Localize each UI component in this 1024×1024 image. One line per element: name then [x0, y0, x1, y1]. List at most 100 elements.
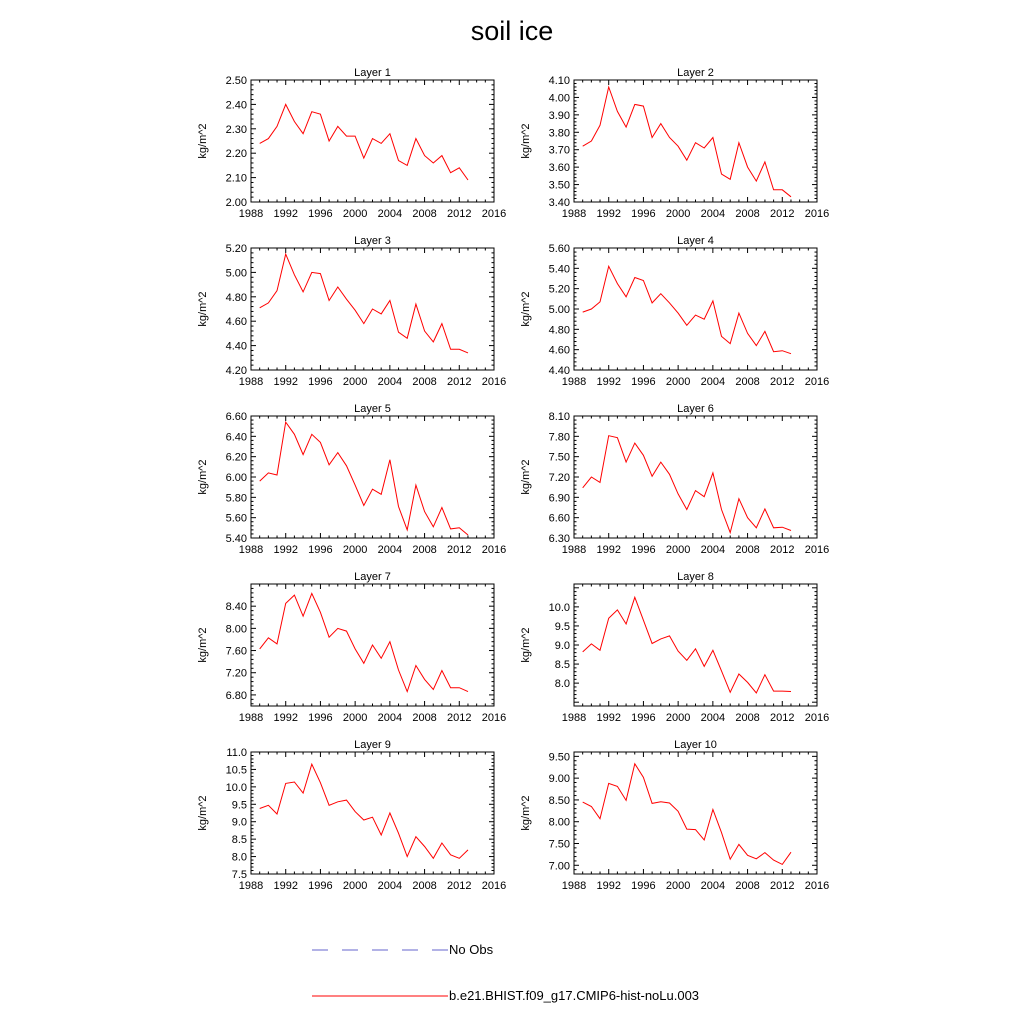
x-tick-label: 1996: [631, 544, 655, 556]
x-tick-label: 1988: [562, 208, 586, 220]
x-tick-label: 2000: [666, 712, 690, 724]
x-tick-label: 1988: [239, 712, 263, 724]
y-tick-label: 6.90: [549, 492, 570, 504]
series-line: [582, 264, 792, 355]
panel-title: Layer 3: [354, 235, 391, 247]
series-line: [259, 592, 469, 694]
y-tick-label: 2.50: [226, 75, 247, 87]
y-tick-label: 9.00: [549, 773, 570, 785]
y-tick-label: 9.5: [232, 799, 247, 811]
y-tick-label: 3.70: [549, 145, 570, 157]
panel-10: Layer 10 kg/m^2 1988 1992 1996 2000 2004 2008 20…: [520, 739, 829, 892]
y-tick-label: 5.60: [226, 513, 247, 525]
x-tick-label: 2008: [412, 880, 436, 892]
y-axis-label: kg/m^2: [520, 627, 532, 662]
y-tick-label: 4.80: [226, 292, 247, 304]
x-tick-label: 2004: [378, 376, 402, 388]
y-tick-label: 7.20: [226, 668, 247, 680]
y-tick-label: 6.80: [226, 690, 247, 702]
plot-frame: [250, 79, 495, 203]
y-tick-label: 5.40: [549, 263, 570, 275]
y-tick-label: 8.40: [226, 601, 247, 613]
x-tick-label: 1992: [596, 208, 620, 220]
y-tick-label: 9.5: [555, 621, 570, 633]
x-tick-label: 2000: [343, 880, 367, 892]
y-tick-label: 3.40: [549, 197, 570, 209]
x-tick-label: 1996: [631, 208, 655, 220]
x-tick-label: 1996: [308, 544, 332, 556]
x-tick-label: 2004: [378, 880, 402, 892]
panel-4: Layer 4 kg/m^2 1988 1992 1996 2000 2004 2008 201…: [520, 235, 829, 388]
x-tick-label: 2016: [482, 208, 506, 220]
y-tick-label: 3.80: [549, 127, 570, 139]
series-line: [582, 762, 792, 866]
x-tick-label: 2008: [735, 376, 759, 388]
x-tick-label: 2012: [770, 376, 794, 388]
y-tick-label: 6.30: [549, 533, 570, 545]
x-tick-label: 2012: [770, 880, 794, 892]
y-axis-label: kg/m^2: [197, 291, 209, 326]
panel-title: Layer 9: [354, 739, 391, 751]
x-tick-label: 1996: [308, 712, 332, 724]
x-tick-label: 2008: [735, 880, 759, 892]
panel-title: Layer 1: [354, 67, 391, 79]
x-tick-label: 2004: [701, 880, 725, 892]
y-tick-label: 6.20: [226, 452, 247, 464]
series-line: [259, 420, 469, 536]
y-axis-label: kg/m^2: [197, 123, 209, 158]
x-tick-label: 2000: [343, 376, 367, 388]
panel-3: Layer 3 kg/m^2 1988 1992 1996 2000 2004 2008 201…: [197, 235, 506, 388]
y-axis-label: kg/m^2: [197, 627, 209, 662]
y-tick-label: 8.00: [549, 817, 570, 829]
panel-title: Layer 7: [354, 571, 391, 583]
x-tick-label: 2012: [770, 208, 794, 220]
y-axis-label: kg/m^2: [520, 291, 532, 326]
y-tick-label: 8.10: [549, 411, 570, 423]
x-tick-label: 2004: [378, 208, 402, 220]
series-line: [582, 85, 792, 198]
y-tick-label: 2.00: [226, 197, 247, 209]
x-tick-label: 1992: [596, 376, 620, 388]
y-tick-label: 7.00: [549, 860, 570, 872]
plot-frame: [250, 415, 495, 539]
x-tick-label: 2004: [701, 376, 725, 388]
x-tick-label: 1992: [273, 712, 297, 724]
y-tick-label: 7.20: [549, 472, 570, 484]
panel-title: Layer 6: [677, 403, 714, 415]
plot-frame: [573, 751, 818, 875]
plot-frame: [573, 79, 818, 203]
x-tick-label: 1992: [596, 544, 620, 556]
panel-6: Layer 6 kg/m^2 1988 1992 1996 2000 2004 2008 201…: [520, 403, 829, 556]
x-tick-label: 2008: [412, 208, 436, 220]
y-tick-label: 5.40: [226, 533, 247, 545]
x-tick-label: 2016: [805, 880, 829, 892]
x-tick-label: 2012: [447, 880, 471, 892]
series-line: [259, 103, 469, 181]
x-tick-label: 2016: [482, 376, 506, 388]
y-tick-label: 4.00: [549, 92, 570, 104]
legend-model-line: [312, 995, 448, 997]
x-tick-label: 2016: [482, 880, 506, 892]
x-tick-label: 1996: [631, 712, 655, 724]
y-tick-label: 7.50: [549, 839, 570, 851]
y-tick-label: 4.40: [549, 365, 570, 377]
x-tick-label: 2012: [447, 712, 471, 724]
legend-model-label: b.e21.BHIST.f09_g17.CMIP6-hist-noLu.003: [449, 988, 700, 1003]
y-tick-label: 7.60: [226, 646, 247, 658]
y-tick-label: 8.5: [555, 659, 570, 671]
x-tick-label: 2000: [666, 544, 690, 556]
panel-7: Layer 7 kg/m^2 1988 1992 1996 2000 2004 2008 201…: [197, 571, 506, 724]
y-axis-label: kg/m^2: [520, 123, 532, 158]
x-tick-label: 2000: [343, 712, 367, 724]
y-tick-label: 4.40: [226, 341, 247, 353]
y-tick-label: 5.00: [549, 304, 570, 316]
y-tick-label: 6.40: [226, 431, 247, 443]
x-tick-label: 2004: [701, 208, 725, 220]
x-tick-label: 2004: [378, 712, 402, 724]
legend-obs-line: [312, 949, 448, 951]
x-tick-label: 2012: [447, 208, 471, 220]
panel-5: Layer 5 kg/m^2 1988 1992 1996 2000 2004 2008 201…: [197, 403, 506, 556]
y-tick-label: 4.60: [226, 316, 247, 328]
panel-title: Layer 10: [674, 739, 717, 751]
x-tick-label: 2008: [735, 712, 759, 724]
